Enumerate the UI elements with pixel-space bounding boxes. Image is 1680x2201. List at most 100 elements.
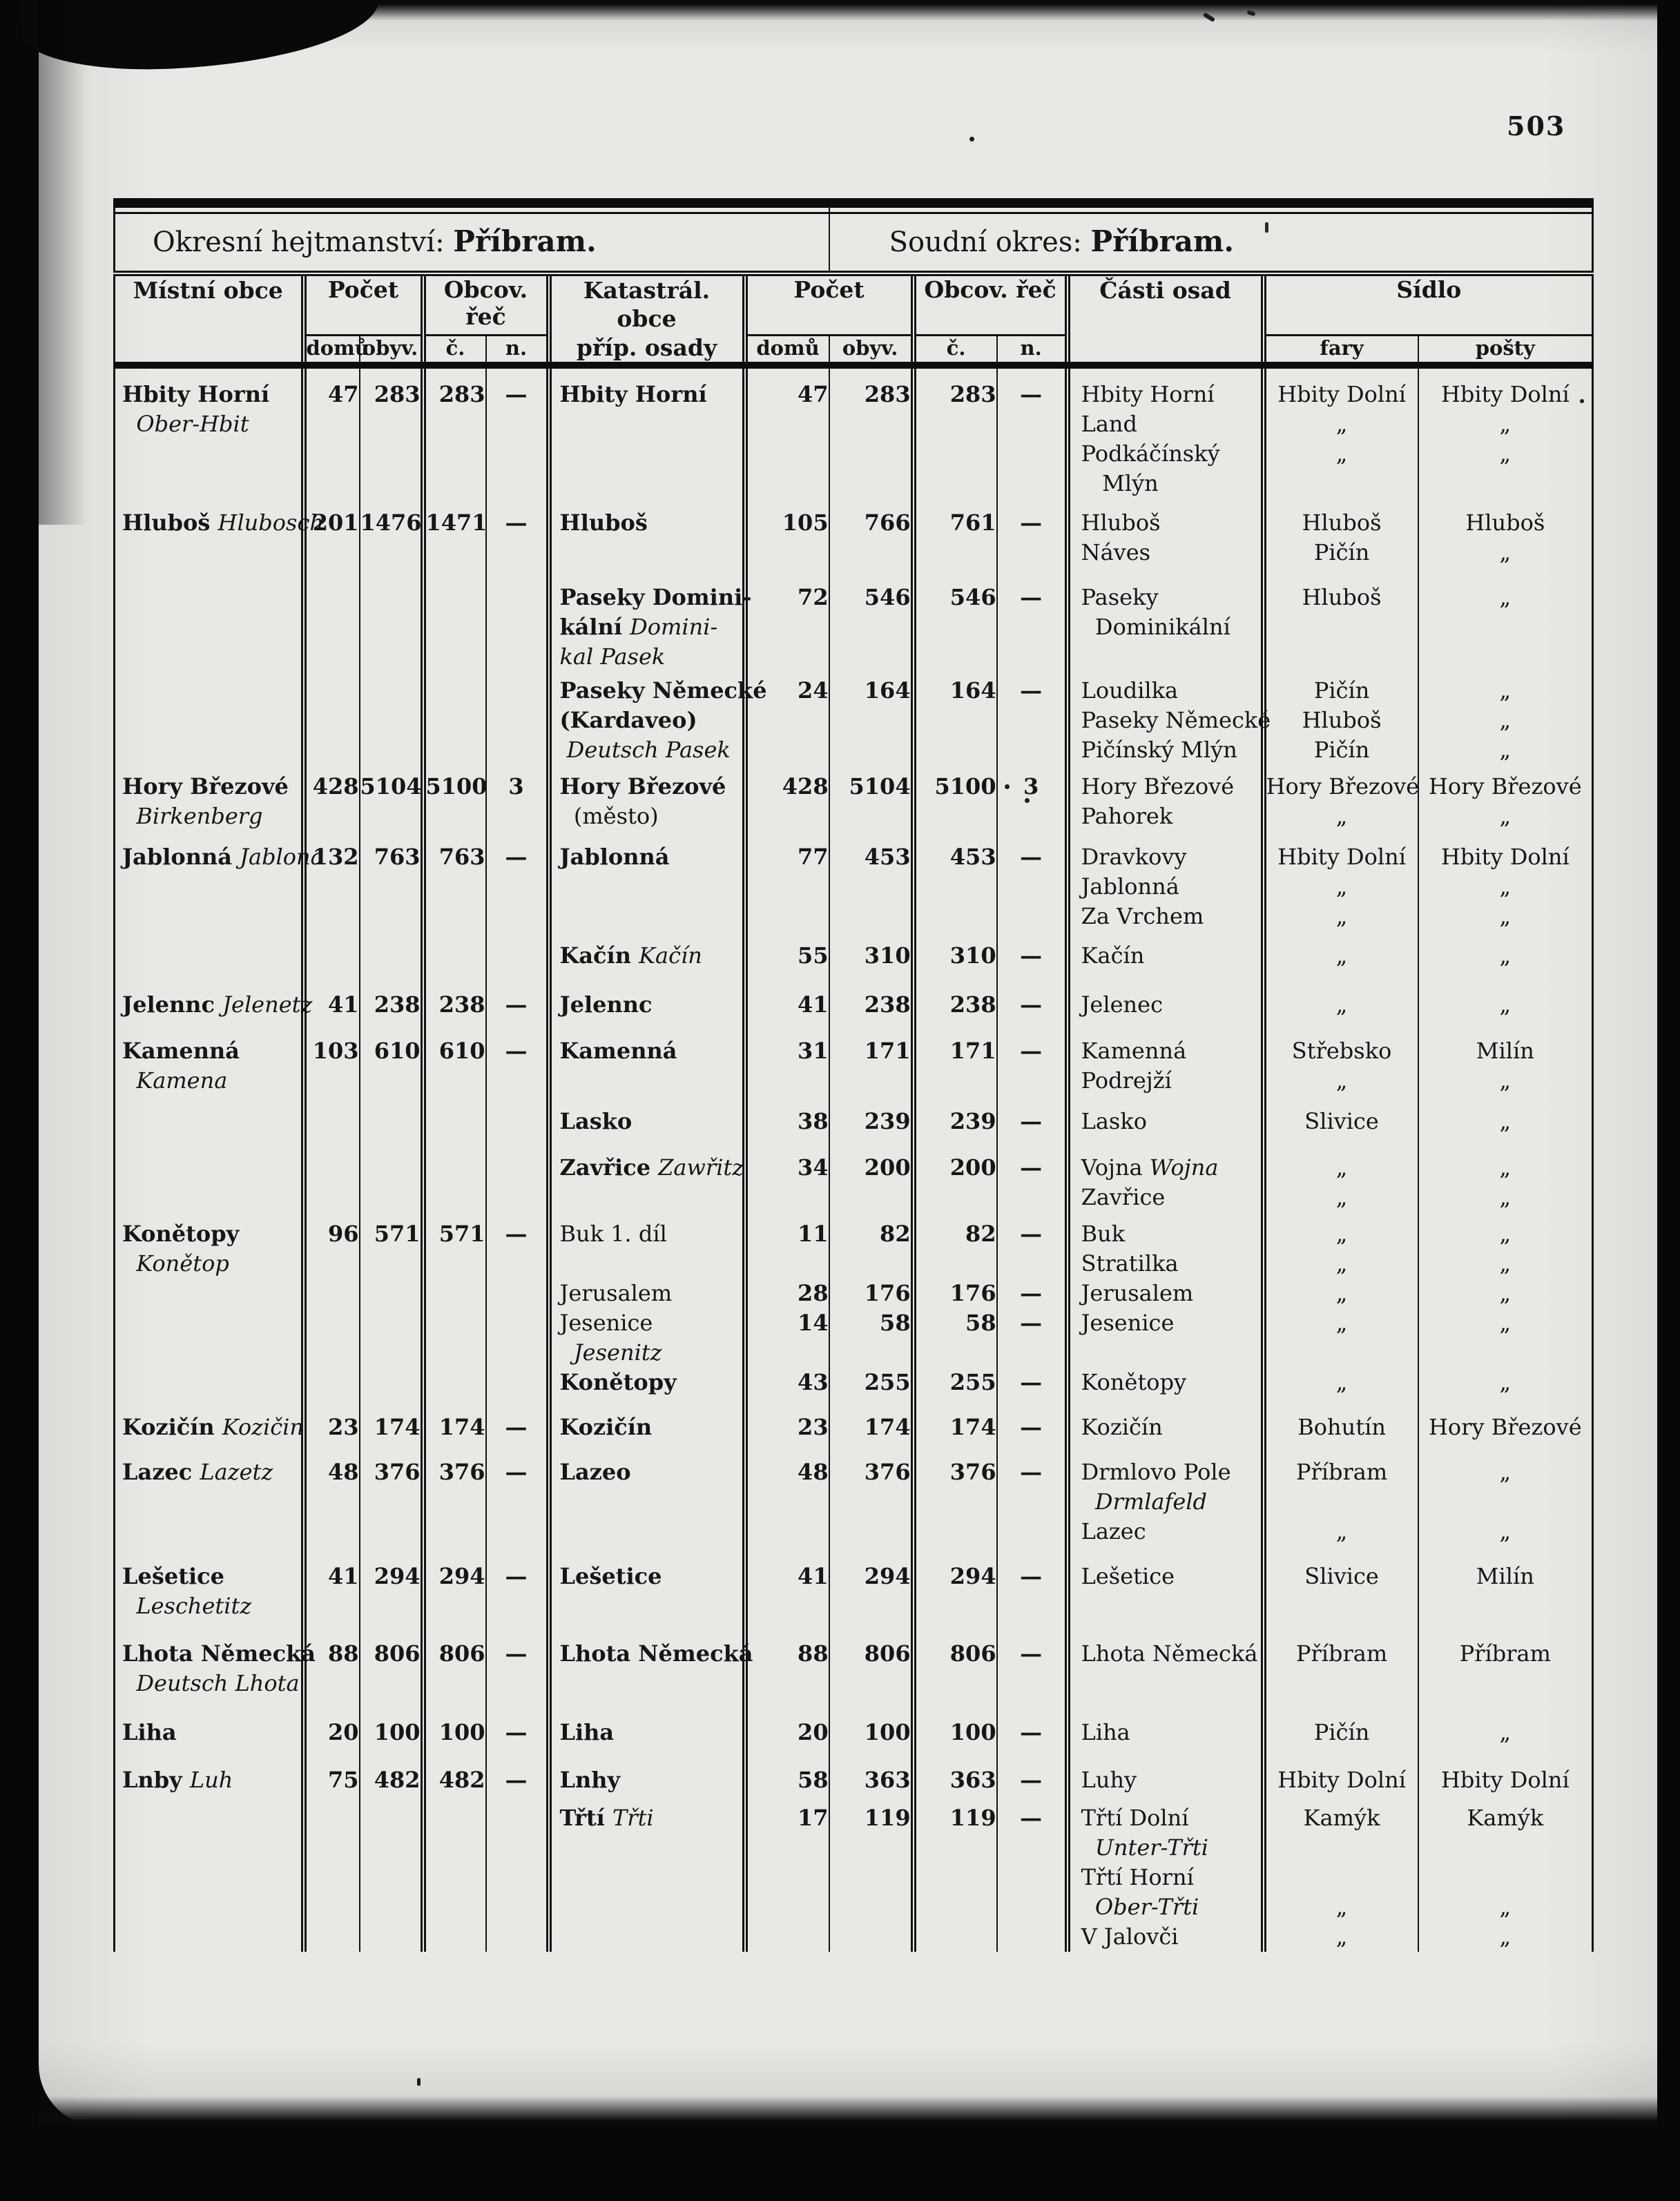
table-cell: Hluboš Náves — [1064, 498, 1264, 568]
table-cell: 363 — [828, 1747, 914, 1795]
cell-line: — — [1020, 1037, 1043, 1064]
cell-line: Jerusalem — [559, 1279, 673, 1306]
cell-line: 100 — [864, 1718, 911, 1745]
sub-header-domu-2: domů — [742, 335, 829, 369]
sub-header-obyv-1: obyv. — [358, 335, 423, 369]
table-cell: — — [485, 1212, 549, 1397]
court-district-label: Soudní okres: — [889, 226, 1082, 258]
cell-line: 103 — [312, 1037, 359, 1064]
cell-line: 546 — [864, 583, 911, 610]
entry-row-14: Lazec Lazetz 48 376 376 — Lazeo 48 376 376 — Drmlo… — [115, 1442, 1593, 1546]
table-cell: — — [485, 1019, 549, 1096]
cell-line: 41 — [327, 1562, 359, 1589]
table-cell: 806 — [910, 1620, 997, 1698]
table-cell: Konětopy Konětop — [115, 1212, 304, 1397]
table-cell: 763 — [420, 831, 486, 931]
cell-line: Bohutín — [1297, 1413, 1386, 1440]
table-cell: 38 — [742, 1095, 829, 1136]
cell-line: 88 — [798, 1640, 829, 1667]
cell-line: „ — [1335, 410, 1348, 437]
entry-row-5: Hory Březové Birkenberg 428 5104 5100 3 Hory … — [115, 764, 1593, 831]
table-cell: 82 176 58 255 — [910, 1212, 997, 1397]
cell-line: Hluboš — [1302, 583, 1382, 610]
cell-line: 546 — [949, 583, 996, 610]
cell-line: Drmlafeld — [1081, 1488, 1208, 1515]
table-cell — [485, 931, 549, 971]
cell-line — [1419, 1338, 1592, 1368]
cell-line: 174 — [949, 1413, 996, 1440]
col-header-casti-osad: Části osad — [1064, 273, 1264, 369]
entry-row-7: Kačín Kačín 55 310 310 — Kačín „ „ — [115, 931, 1593, 971]
cell-line: — — [1020, 1562, 1043, 1589]
table-cell: — — [996, 970, 1068, 1020]
col-header-pocet-2: Počet — [742, 273, 914, 336]
table-cell: 3 — [485, 764, 549, 831]
cell-line: — — [505, 1458, 528, 1485]
table-cell: — — [996, 1442, 1068, 1546]
cell-line: 119 — [949, 1804, 996, 1831]
cell-line — [1081, 1338, 1261, 1368]
cell-line: — — [1020, 1309, 1043, 1336]
entry-row-3: Paseky Domini-kální Domini-kal Pasek 72 54… — [115, 567, 1593, 672]
cell-line: Kačín Kačín — [559, 942, 702, 969]
table-cell: „ — [1417, 970, 1593, 1020]
table-cell: 806 — [828, 1620, 914, 1698]
cell-line: 164 — [864, 677, 911, 704]
table-cell: Hluboš — [1260, 567, 1418, 672]
cell-line: 238 — [864, 991, 911, 1018]
cell-line: 294 — [864, 1562, 911, 1589]
table-cell: „ — [1417, 931, 1593, 971]
table-cell: Hory Březové „ — [1260, 764, 1419, 831]
cell-line: 1476 — [360, 509, 422, 536]
table-cell: 1476 — [358, 498, 423, 568]
cell-line — [1419, 1487, 1592, 1517]
table-cell: 453 — [828, 831, 914, 931]
table-body: Hbity Horní Ober-Hbit 47 283 283— Hbity Horn… — [115, 365, 1593, 1952]
cell-line: Pahorek — [1081, 802, 1173, 829]
cell-line: Hluboš — [1081, 509, 1161, 536]
cell-line: 482 — [374, 1766, 421, 1793]
cell-line: Stratilka — [1081, 1250, 1179, 1277]
table-cell: 482 — [358, 1747, 423, 1795]
cell-line: — — [505, 1220, 528, 1247]
cell-line: — — [1020, 1766, 1043, 1793]
sub-header-c-1: č. — [420, 335, 486, 369]
table-cell: Slivice — [1260, 1546, 1418, 1621]
table-cell: Paseky Dominikální — [1064, 567, 1264, 672]
table-cell: 200 — [828, 1136, 914, 1212]
table-cell: 428 — [742, 764, 829, 831]
cell-line: 238 — [374, 991, 421, 1018]
cell-line: Liha — [559, 1718, 615, 1745]
table-cell: 174 — [358, 1397, 423, 1442]
table-cell: 31 — [742, 1019, 829, 1096]
cell-line: 164 — [949, 677, 996, 704]
table-cell: Příbram „ — [1260, 1442, 1418, 1546]
district-label: Okresní hejtmanství: — [153, 226, 445, 258]
cell-line: Drmlovo Pole — [1081, 1458, 1231, 1485]
cell-line: Hluboš — [1302, 706, 1382, 733]
table-cell: 283 — [358, 365, 423, 498]
cell-line: Zavřice Zawřitz — [559, 1154, 744, 1181]
table-cell: 1471 — [420, 498, 487, 568]
cell-line: 48 — [798, 1458, 829, 1485]
cell-line — [916, 1249, 996, 1279]
table-cell — [300, 671, 360, 765]
sub-header-n-2: n. — [996, 335, 1068, 369]
cell-line: Milín — [1476, 1037, 1534, 1064]
table-cell: Lnhy — [545, 1747, 745, 1795]
col-header-katastral-line1: Katastrál. obce — [583, 277, 711, 333]
cell-line — [830, 1338, 911, 1368]
cell-line: Paseky Domini- — [559, 583, 752, 610]
table-cell: 23 — [742, 1397, 829, 1442]
table-cell: 376 — [828, 1442, 914, 1546]
cell-line: Slivice — [1304, 1107, 1379, 1134]
cell-line: Pičín — [1313, 736, 1370, 763]
table-cell: 132 — [300, 831, 360, 931]
table-cell: „ „ — [1417, 1136, 1593, 1212]
district-value: Příbram. — [453, 224, 597, 258]
table-cell: 164 — [828, 671, 914, 765]
table-cell: Hory Březové „ — [1417, 764, 1593, 831]
cell-line: 82 — [880, 1220, 911, 1247]
entry-row-13: Kozičín Kozičin 23 174 174 — Kozičín 23 174 174 —… — [115, 1397, 1593, 1442]
entry-row-1: Hbity Horní Ober-Hbit 47 283 283 — Hbity Horn… — [115, 365, 1593, 498]
